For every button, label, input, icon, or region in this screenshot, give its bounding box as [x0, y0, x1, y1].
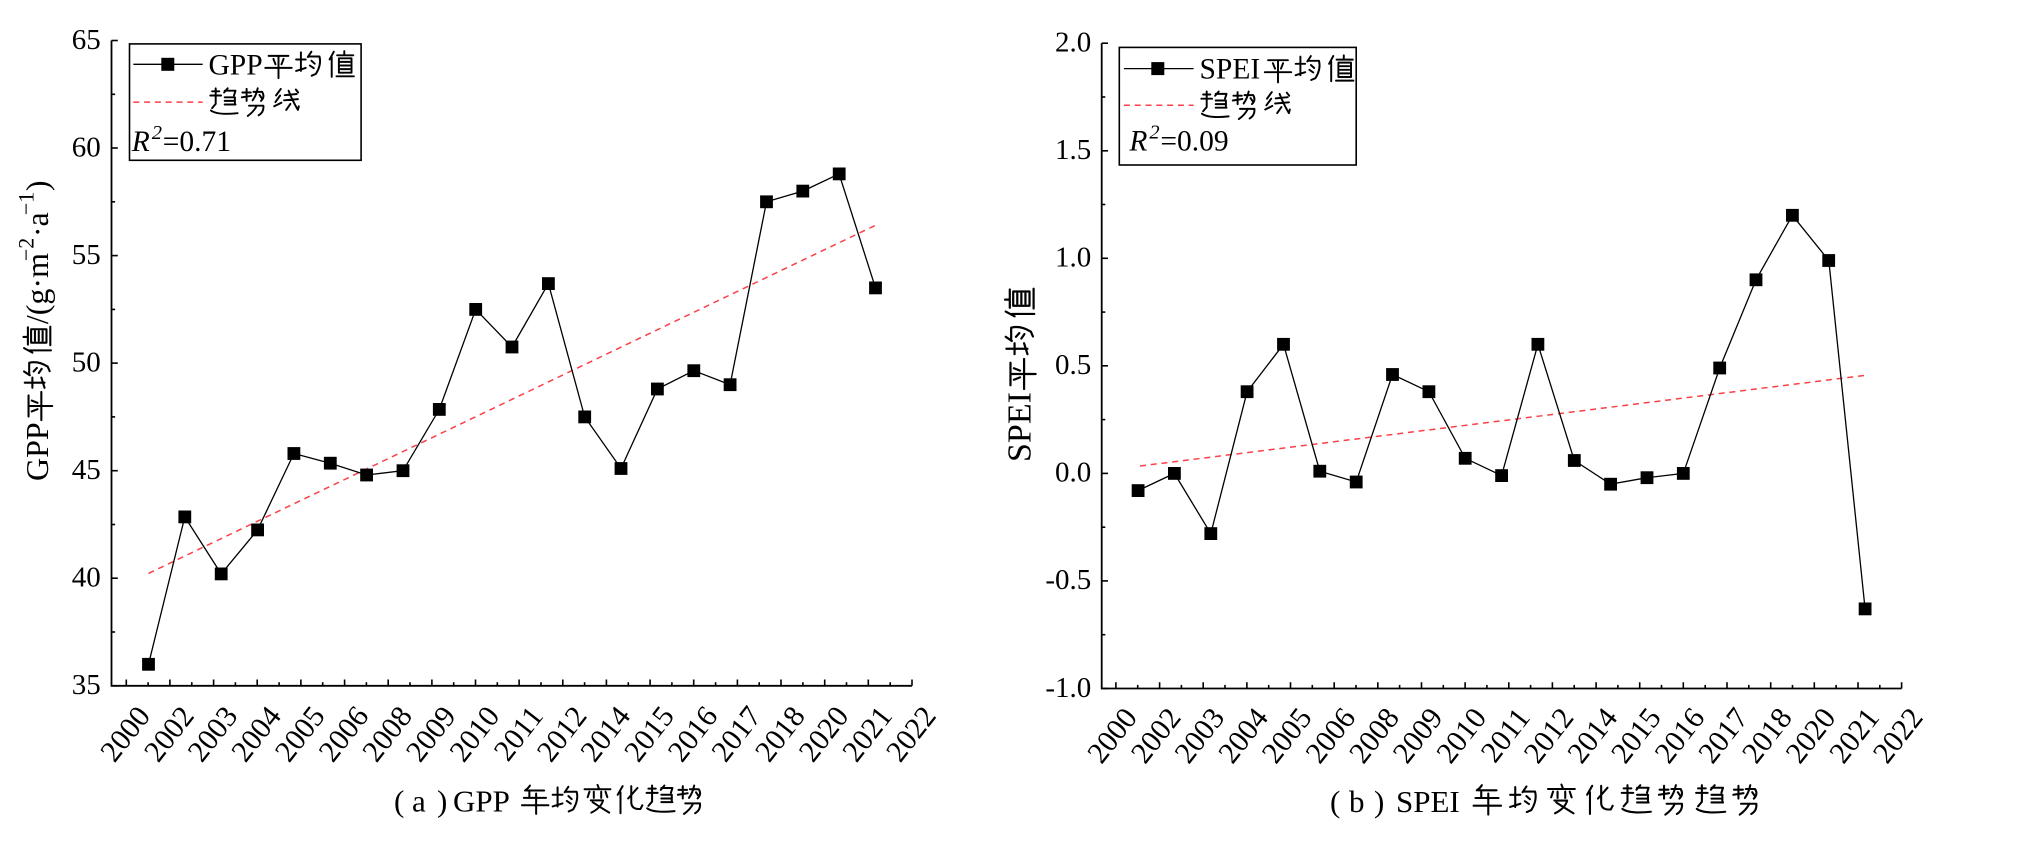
- svg-text:SPEI: SPEI: [1002, 392, 1039, 462]
- svg-text:R: R: [131, 126, 150, 158]
- svg-text:1.5: 1.5: [1055, 134, 1091, 166]
- svg-text:=0.09: =0.09: [1160, 125, 1228, 157]
- svg-text:GPP: GPP: [453, 784, 510, 819]
- svg-text:-1.0: -1.0: [1045, 672, 1091, 704]
- svg-text:): ): [1374, 784, 1384, 819]
- svg-text:a: a: [412, 784, 426, 819]
- svg-text:-0.5: -0.5: [1045, 564, 1091, 596]
- svg-text:/(g·m: /(g·m: [19, 253, 55, 324]
- svg-text:): ): [19, 180, 55, 191]
- svg-text:2: 2: [1149, 121, 1159, 143]
- svg-text:(: (: [394, 784, 404, 819]
- svg-text:(: (: [1330, 784, 1340, 819]
- svg-text:·a: ·a: [19, 212, 55, 237]
- svg-text:50: 50: [72, 346, 101, 378]
- svg-text:−2: −2: [14, 238, 39, 261]
- svg-text:60: 60: [72, 131, 101, 163]
- svg-text:=0.71: =0.71: [163, 126, 231, 158]
- svg-text:−1: −1: [14, 192, 39, 215]
- svg-text:35: 35: [72, 669, 101, 701]
- svg-text:GPP: GPP: [19, 422, 55, 481]
- svg-text:R: R: [1128, 125, 1147, 157]
- svg-text:45: 45: [72, 454, 101, 486]
- svg-text:0.5: 0.5: [1055, 349, 1091, 381]
- svg-text:SPEI: SPEI: [1396, 784, 1460, 819]
- svg-text:0.0: 0.0: [1055, 457, 1091, 489]
- svg-text:b: b: [1349, 784, 1365, 819]
- svg-text:2: 2: [152, 122, 162, 144]
- svg-text:1.0: 1.0: [1055, 242, 1091, 274]
- svg-text:GPP: GPP: [209, 49, 263, 81]
- svg-text:): ): [437, 784, 447, 819]
- svg-text:55: 55: [72, 239, 101, 271]
- svg-text:65: 65: [72, 24, 101, 56]
- svg-text:SPEI: SPEI: [1200, 54, 1261, 86]
- svg-text:2.0: 2.0: [1055, 27, 1091, 59]
- svg-text:40: 40: [72, 562, 101, 594]
